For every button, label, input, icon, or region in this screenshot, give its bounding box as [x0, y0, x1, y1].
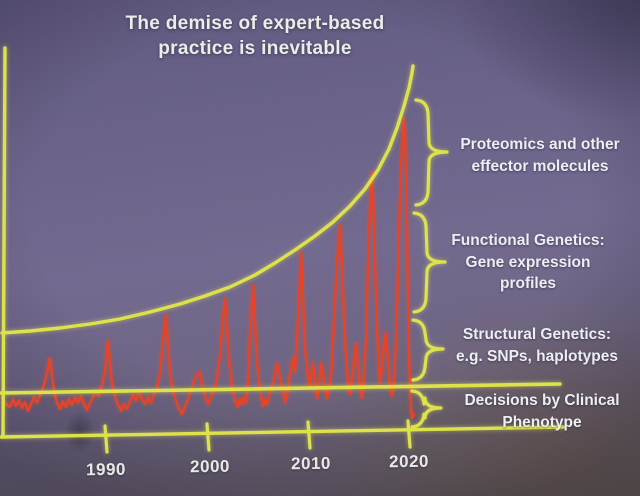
x-axis-tick-2020 [406, 419, 412, 449]
bracket-brace-1 [414, 98, 449, 207]
bracket-brace-4 [410, 389, 443, 429]
y-axis [1, 46, 7, 439]
bracket-label-functional-line2: Gene expression [465, 253, 591, 271]
exponential-growth-curve [0, 64, 415, 335]
bracket-label-clinical-phenotype: Decisions by Clinical Phenotype [446, 390, 638, 433]
x-axis-tick-1990 [103, 424, 109, 454]
bracket-label-proteomics-line2: effector molecules [471, 157, 609, 175]
bracket-label-functional-line3: profiles [500, 275, 556, 292]
x-axis-tick-2010 [306, 420, 312, 450]
bracket-label-structural-line2: e.g. SNPs, haplotypes [456, 347, 618, 365]
x-axis [0, 425, 565, 439]
x-tick-label-1990: 1990 [85, 459, 127, 480]
data-volume-series [0, 116, 416, 420]
bracket-label-structural-line1: Structural Genetics: [462, 326, 612, 343]
x-tick-label-2010: 2010 [290, 453, 332, 474]
slide-title: The demise of expert-based practice is i… [105, 11, 405, 61]
x-tick-label-2020: 2020 [388, 451, 430, 472]
bracket-label-proteomics-line1: Proteomics and other [460, 136, 620, 153]
bracket-label-functional-line1: Functional Genetics: [451, 232, 605, 249]
x-tick-label-2000: 2000 [189, 456, 231, 477]
slide-title-line2: practice is inevitable [158, 38, 352, 59]
bracket-label-proteomics: Proteomics and other effector molecules [450, 134, 630, 177]
bracket-label-clinical-line1: Decisions by Clinical [464, 392, 620, 409]
clinical-phenotype-baseline [0, 382, 562, 395]
x-axis-tick-2000 [205, 422, 211, 452]
bracket-brace-2 [412, 211, 447, 314]
bracket-label-clinical-line2: Phenotype [502, 413, 582, 431]
bracket-label-functional-genetics: Functional Genetics: Gene expression pro… [433, 230, 623, 295]
bracket-label-structural-genetics: Structural Genetics: e.g. SNPs, haplotyp… [440, 324, 634, 367]
slide-title-line1: The demise of expert-based [125, 13, 385, 34]
bracket-brace-3 [411, 318, 445, 382]
